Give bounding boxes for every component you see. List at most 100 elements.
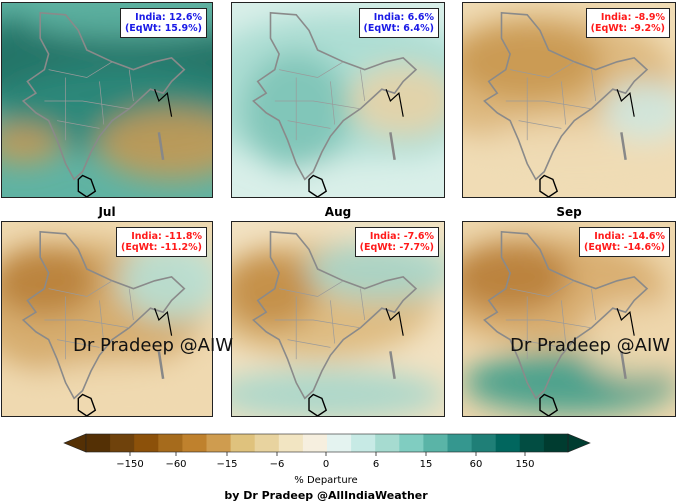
colorbar-segment: [519, 434, 545, 452]
colorbar-segment: [158, 434, 183, 452]
eqwt-departure: (EqWt: -9.2%): [590, 23, 665, 34]
colorbar-segment: [543, 434, 569, 452]
month-title-aug: Aug: [324, 205, 352, 219]
colorbar-segment: [86, 434, 111, 452]
map-panel-jul: India: -11.8% (EqWt: -11.2%): [1, 221, 213, 417]
colorbar-tick-label: −15: [216, 459, 238, 470]
state-border: [57, 120, 100, 129]
india-departure: India: 12.6%: [135, 12, 202, 23]
state-border: [99, 300, 105, 344]
eqwt-departure: (EqWt: -11.2%): [120, 242, 202, 253]
colorbar-segment: [327, 434, 352, 452]
departure-map: [463, 3, 675, 197]
state-border: [279, 280, 344, 297]
state-border: [48, 280, 113, 297]
sri-lanka-outline: [77, 393, 97, 416]
colorbar: [63, 433, 591, 456]
state-border: [44, 319, 130, 329]
map-panel-top-3: India: -8.9% (EqWt: -9.2%): [462, 2, 676, 198]
colorbar-tick-label: −6: [269, 459, 285, 470]
state-border: [505, 100, 592, 110]
colorbar-tick-label: 60: [469, 459, 483, 470]
coast-outline: [154, 89, 173, 117]
state-border: [360, 69, 366, 102]
state-border: [279, 61, 344, 78]
colorbar-segment: [399, 434, 424, 452]
month-title-jul: Jul: [98, 205, 116, 219]
andaman-islands: [620, 132, 627, 160]
sri-lanka-outline: [308, 393, 328, 416]
colorbar-tick-label: 15: [419, 459, 433, 470]
state-border: [330, 81, 336, 125]
eqwt-departure: (EqWt: -14.6%): [583, 242, 665, 253]
coast-outline: [385, 308, 404, 336]
colorbar-extend-max: [567, 433, 591, 453]
state-border: [591, 69, 597, 102]
eqwt-departure: (EqWt: 6.4%): [363, 23, 434, 34]
state-border: [44, 100, 130, 110]
map-panel-top-1: India: 12.6% (EqWt: 15.9%): [1, 2, 213, 198]
india-outline: [21, 11, 186, 181]
colorbar-segment: [230, 434, 256, 452]
state-border: [57, 339, 100, 348]
colorbar-tick-label: −150: [116, 459, 144, 470]
state-border: [510, 61, 575, 78]
state-border: [591, 288, 597, 321]
india-outline: [483, 11, 649, 181]
stat-box: India: -11.8% (EqWt: -11.2%): [115, 227, 207, 257]
map-panel-sep: India: -14.6% (EqWt: -14.6%): [462, 221, 676, 417]
coast-outline: [616, 308, 635, 336]
eqwt-departure: (EqWt: 15.9%): [124, 23, 202, 34]
colorbar-extend-min: [63, 433, 87, 453]
colorbar-segment: [134, 434, 159, 452]
sri-lanka-outline: [539, 393, 559, 416]
andaman-islands: [157, 351, 165, 379]
stat-box: India: 6.6% (EqWt: 6.4%): [358, 8, 439, 38]
state-border: [360, 288, 366, 321]
state-border: [287, 339, 331, 348]
map-panel-aug: India: -7.6% (EqWt: -7.7%): [231, 221, 445, 417]
colorbar-segment: [302, 434, 328, 452]
state-border: [128, 69, 134, 102]
state-border: [99, 81, 105, 125]
india-outline: [252, 11, 418, 181]
coast-outline: [385, 89, 404, 117]
colorbar-tick-label: 0: [322, 459, 330, 470]
colorbar-segment: [423, 434, 448, 452]
colorbar-segment: [375, 434, 400, 452]
colorbar-tick-label: 6: [372, 459, 380, 470]
state-border: [518, 120, 562, 129]
stat-box: India: 12.6% (EqWt: 15.9%): [119, 8, 207, 38]
map-panel-top-2: India: 6.6% (EqWt: 6.4%): [231, 2, 445, 198]
andaman-islands: [389, 351, 396, 379]
stat-box: India: -8.9% (EqWt: -9.2%): [585, 8, 670, 38]
state-border: [128, 288, 134, 321]
state-border: [274, 319, 361, 329]
colorbar-segment: [447, 434, 472, 452]
state-border: [274, 100, 361, 110]
watermark-text-left: Dr Pradeep @AIW: [73, 335, 234, 356]
sri-lanka-outline: [308, 174, 328, 197]
state-border: [518, 339, 562, 348]
india-departure: India: -8.9%: [600, 12, 665, 23]
departure-map: [232, 222, 444, 416]
colorbar-segment: [278, 434, 304, 452]
india-departure: India: 6.6%: [373, 12, 434, 23]
india-outline: [252, 230, 418, 400]
colorbar-label: % Departure: [294, 475, 358, 486]
colorbar-tick-label: −60: [165, 459, 187, 470]
state-border: [330, 300, 336, 344]
colorbar-segment: [495, 434, 521, 452]
state-border: [287, 120, 331, 129]
colorbar-frame: [85, 433, 569, 453]
coast-outline: [154, 308, 173, 336]
state-border: [505, 319, 592, 329]
andaman-islands: [620, 351, 627, 379]
colorbar-segment: [182, 434, 207, 452]
eqwt-departure: (EqWt: -7.7%): [359, 242, 434, 253]
colorbar-segment: [254, 434, 280, 452]
india-departure: India: -7.6%: [369, 231, 434, 242]
andaman-islands: [389, 132, 396, 160]
stat-box: India: -7.6% (EqWt: -7.7%): [354, 227, 439, 257]
colorbar-tick-label: 150: [515, 459, 535, 470]
